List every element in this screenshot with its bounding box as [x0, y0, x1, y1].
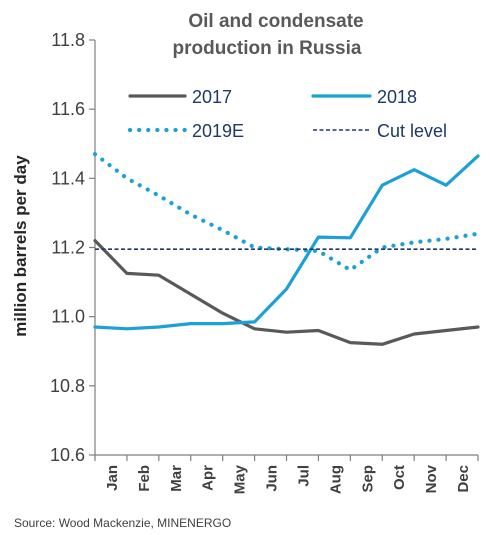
- x-tick-label: Jun: [264, 465, 281, 492]
- series-line-2018: [93, 154, 480, 331]
- chart-title-line-1: Oil and condensate: [188, 11, 363, 32]
- y-tick-label: 10.8: [50, 376, 85, 396]
- legend-label-2019e: 2019E: [192, 121, 244, 141]
- x-tick-label: May: [232, 464, 249, 494]
- x-tick-label: Aug: [327, 465, 344, 494]
- x-tick-label: Dec: [455, 465, 472, 493]
- x-tick-label: Jul: [295, 465, 312, 487]
- y-tick-label: 11.2: [51, 238, 85, 258]
- axes: 10.6 10.8 11.0 11.2 11.4 11.6 11.8 Jan Feb Mar Apr…: [50, 30, 479, 494]
- y-tick-label: 11.0: [51, 307, 85, 327]
- source-note: Source: Wood Mackenzie, MINENERGO: [14, 516, 231, 530]
- legend-label-cut-level: Cut level: [377, 121, 447, 141]
- legend-label-2018: 2018: [377, 87, 417, 107]
- x-tick-label: Nov: [423, 464, 440, 493]
- x-tick-label: Oct: [391, 465, 408, 490]
- x-tick-label: Feb: [136, 465, 153, 492]
- series-group: [92, 152, 481, 346]
- x-tick-label: Jan: [104, 465, 121, 491]
- legend-label-2017: 2017: [192, 87, 232, 107]
- x-tick-label: Mar: [168, 465, 185, 492]
- y-tick-label: 11.8: [51, 30, 85, 50]
- y-tick-label: 11.4: [51, 168, 85, 188]
- legend: 2017 2018 2019E Cut level: [127, 87, 447, 141]
- chart-title-line-2: production in Russia: [173, 38, 362, 59]
- x-tick-label: Sep: [359, 465, 376, 493]
- x-tick-label: Apr: [200, 465, 217, 491]
- y-tick-label: 10.6: [50, 445, 85, 465]
- y-axis-label: million barrels per day: [11, 155, 30, 337]
- series-line-2017: [93, 239, 480, 346]
- y-tick-label: 11.6: [51, 99, 85, 119]
